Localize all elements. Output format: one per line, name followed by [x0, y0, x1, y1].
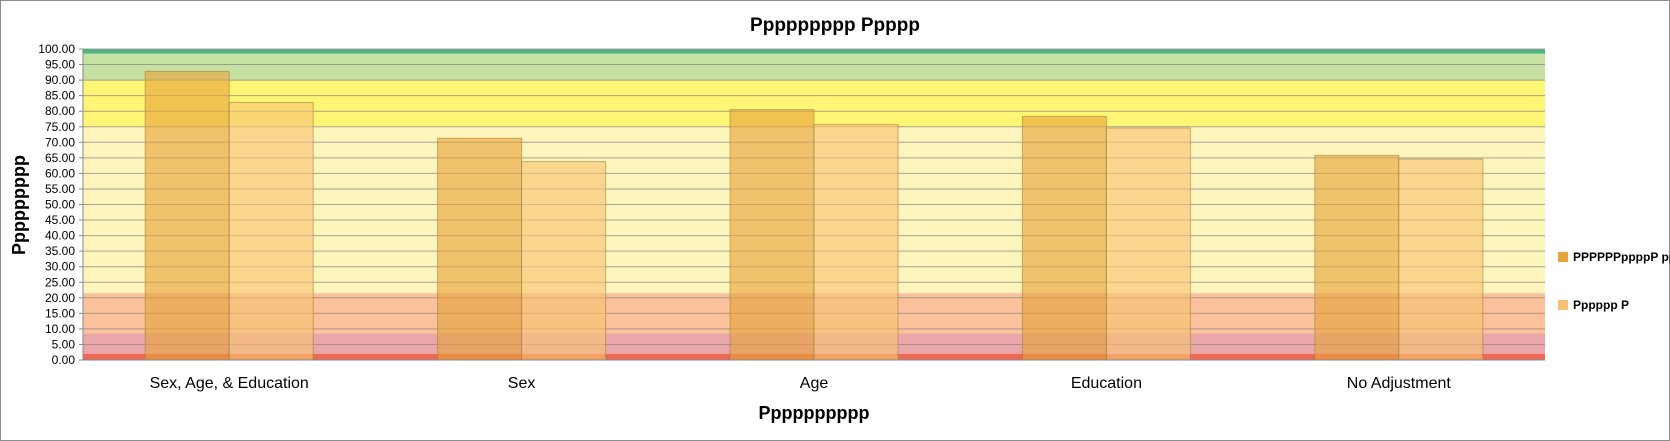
band-6	[83, 53, 1545, 81]
y-tick-label: 80.00	[45, 104, 75, 118]
x-category-label: Age	[800, 375, 829, 392]
x-category-label: Sex	[508, 375, 536, 392]
x-axis-label: Pppppppppp	[759, 403, 870, 423]
y-axis-label: Ppppppppp	[9, 155, 29, 255]
band-7	[83, 49, 1545, 54]
x-category-labels: Sex, Age, & Education Sex Age Education No A…	[150, 375, 1452, 392]
bar-series-2-5	[1398, 158, 1484, 361]
y-tick-label: 95.00	[45, 58, 75, 72]
legend: PPPPPPppppP pp Pppppp P	[1558, 250, 1670, 312]
y-tick-label: 20.00	[45, 291, 75, 305]
bar-series-1-4	[1021, 115, 1107, 361]
bars	[144, 70, 1484, 361]
bar-series-2-2	[521, 161, 607, 361]
y-tick-label: 85.00	[45, 89, 75, 103]
legend-swatch-series-1	[1558, 252, 1568, 262]
x-category-label: No Adjustment	[1347, 375, 1452, 392]
y-tick-label: 5.00	[52, 337, 76, 351]
axes	[79, 48, 1545, 361]
y-tick-label: 0.00	[52, 353, 76, 367]
x-category-label: Education	[1071, 375, 1142, 392]
legend-swatch-series-2	[1558, 300, 1568, 310]
y-tick-label: 75.00	[45, 120, 75, 134]
y-tick-label: 30.00	[45, 260, 75, 274]
y-tick-label: 65.00	[45, 151, 75, 165]
y-tick-label: 90.00	[45, 73, 75, 87]
chart-title: Ppppppppp Ppppp	[750, 15, 920, 36]
bar-series-2-4	[1105, 127, 1191, 361]
bar-series-2-1	[228, 101, 314, 361]
bar-series-2-3	[813, 124, 899, 361]
legend-label-series-2: Pppppp P	[1573, 298, 1629, 312]
y-tick-label: 70.00	[45, 135, 75, 149]
y-tick-label: 25.00	[45, 275, 75, 289]
y-tick-label: 100.00	[38, 42, 75, 56]
y-tick-label: 60.00	[45, 166, 75, 180]
bar-series-1-3	[729, 109, 815, 361]
y-tick-label: 55.00	[45, 182, 75, 196]
y-tick-label: 45.00	[45, 213, 75, 227]
legend-label-series-1: PPPPPPppppP pp	[1573, 250, 1670, 264]
y-tick-label: 10.00	[45, 322, 75, 336]
bar-series-1-5	[1314, 154, 1400, 361]
y-tick-label: 35.00	[45, 244, 75, 258]
x-category-label: Sex, Age, & Education	[150, 375, 309, 392]
y-tick-label: 40.00	[45, 229, 75, 243]
bar-series-1-1	[144, 70, 230, 361]
y-tick-label: 15.00	[45, 306, 75, 320]
y-tick-label: 50.00	[45, 198, 75, 212]
bar-series-1-2	[437, 137, 523, 361]
